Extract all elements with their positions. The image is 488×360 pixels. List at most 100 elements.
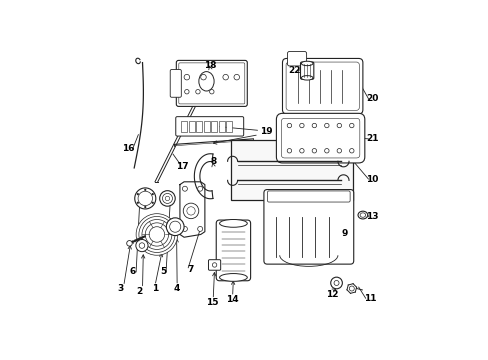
Text: 15: 15 bbox=[205, 298, 218, 307]
Text: 6: 6 bbox=[129, 267, 136, 276]
Circle shape bbox=[333, 280, 338, 285]
Circle shape bbox=[151, 202, 154, 204]
FancyBboxPatch shape bbox=[216, 220, 250, 281]
Circle shape bbox=[195, 90, 200, 94]
Circle shape bbox=[330, 277, 342, 289]
Circle shape bbox=[165, 196, 169, 201]
Circle shape bbox=[137, 193, 139, 195]
Circle shape bbox=[138, 191, 152, 206]
Text: 12: 12 bbox=[325, 289, 338, 298]
Circle shape bbox=[197, 186, 202, 191]
Text: 11: 11 bbox=[363, 294, 375, 303]
Text: 16: 16 bbox=[122, 144, 135, 153]
Circle shape bbox=[349, 123, 353, 128]
Circle shape bbox=[145, 223, 168, 246]
Circle shape bbox=[151, 193, 154, 195]
Circle shape bbox=[136, 214, 177, 255]
Bar bbox=[203, 121, 209, 132]
Text: 18: 18 bbox=[204, 61, 216, 70]
Circle shape bbox=[162, 193, 172, 203]
FancyBboxPatch shape bbox=[285, 62, 359, 110]
Circle shape bbox=[169, 221, 181, 232]
Circle shape bbox=[183, 203, 198, 219]
Text: 3: 3 bbox=[117, 284, 123, 293]
Circle shape bbox=[186, 207, 195, 215]
Text: 10: 10 bbox=[366, 175, 378, 184]
Circle shape bbox=[144, 189, 146, 191]
Circle shape bbox=[183, 75, 189, 80]
FancyBboxPatch shape bbox=[179, 63, 244, 104]
FancyBboxPatch shape bbox=[176, 60, 247, 107]
Bar bbox=[218, 121, 224, 132]
Text: 5: 5 bbox=[160, 267, 166, 276]
Circle shape bbox=[233, 75, 239, 80]
Circle shape bbox=[212, 263, 216, 267]
Text: 21: 21 bbox=[366, 134, 378, 143]
FancyBboxPatch shape bbox=[300, 62, 313, 79]
Ellipse shape bbox=[301, 76, 312, 80]
Circle shape bbox=[160, 191, 175, 206]
Circle shape bbox=[324, 149, 328, 153]
FancyBboxPatch shape bbox=[282, 58, 362, 114]
FancyBboxPatch shape bbox=[281, 118, 359, 158]
FancyBboxPatch shape bbox=[267, 191, 349, 202]
Circle shape bbox=[286, 123, 291, 128]
Circle shape bbox=[311, 123, 316, 128]
Ellipse shape bbox=[301, 61, 312, 66]
Ellipse shape bbox=[219, 274, 247, 281]
Ellipse shape bbox=[359, 213, 365, 217]
Circle shape bbox=[209, 90, 214, 94]
Text: 19: 19 bbox=[259, 127, 272, 136]
Text: 2: 2 bbox=[136, 287, 142, 296]
Text: 8: 8 bbox=[210, 157, 216, 166]
Circle shape bbox=[184, 90, 189, 94]
Circle shape bbox=[197, 226, 202, 231]
FancyBboxPatch shape bbox=[175, 117, 243, 136]
Circle shape bbox=[166, 218, 183, 235]
FancyBboxPatch shape bbox=[208, 260, 220, 270]
Ellipse shape bbox=[219, 220, 247, 227]
Bar bbox=[211, 121, 217, 132]
Text: 13: 13 bbox=[366, 212, 378, 221]
Bar bbox=[188, 121, 195, 132]
Circle shape bbox=[299, 149, 304, 153]
Text: 22: 22 bbox=[288, 66, 301, 75]
Circle shape bbox=[324, 123, 328, 128]
Circle shape bbox=[136, 239, 148, 252]
FancyBboxPatch shape bbox=[264, 190, 353, 264]
Text: 20: 20 bbox=[366, 94, 378, 103]
Bar bbox=[226, 121, 232, 132]
Text: 1: 1 bbox=[152, 284, 158, 293]
Circle shape bbox=[223, 75, 228, 80]
Circle shape bbox=[336, 149, 341, 153]
Text: 9: 9 bbox=[341, 229, 347, 238]
Circle shape bbox=[349, 149, 353, 153]
Circle shape bbox=[149, 227, 164, 242]
Text: 4: 4 bbox=[174, 284, 180, 293]
Circle shape bbox=[137, 202, 139, 204]
Circle shape bbox=[311, 149, 316, 153]
Circle shape bbox=[144, 206, 146, 208]
Bar bbox=[196, 121, 202, 132]
Circle shape bbox=[336, 123, 341, 128]
Circle shape bbox=[299, 123, 304, 128]
Circle shape bbox=[126, 240, 132, 246]
Circle shape bbox=[139, 243, 144, 248]
Circle shape bbox=[286, 149, 291, 153]
Bar bbox=[231, 140, 352, 200]
FancyBboxPatch shape bbox=[170, 69, 181, 97]
Text: 7: 7 bbox=[187, 265, 194, 274]
Circle shape bbox=[139, 216, 175, 252]
Text: 17: 17 bbox=[176, 162, 189, 171]
Circle shape bbox=[182, 186, 187, 191]
Circle shape bbox=[348, 286, 354, 291]
Circle shape bbox=[182, 226, 187, 231]
Ellipse shape bbox=[199, 72, 214, 91]
Text: 14: 14 bbox=[226, 295, 239, 304]
Ellipse shape bbox=[357, 211, 367, 219]
FancyBboxPatch shape bbox=[287, 51, 306, 66]
FancyBboxPatch shape bbox=[276, 113, 364, 163]
Circle shape bbox=[135, 188, 156, 209]
Bar bbox=[181, 121, 187, 132]
Circle shape bbox=[200, 75, 206, 80]
